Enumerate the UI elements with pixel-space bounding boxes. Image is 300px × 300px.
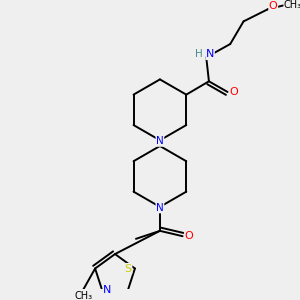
Text: CH₃: CH₃ xyxy=(74,292,92,300)
Text: O: O xyxy=(185,231,194,241)
Text: N: N xyxy=(206,50,214,59)
Text: H: H xyxy=(195,50,203,59)
Text: O: O xyxy=(269,1,278,10)
Text: CH₃: CH₃ xyxy=(284,0,300,11)
Text: N: N xyxy=(103,285,112,295)
Text: N: N xyxy=(156,203,164,213)
Text: S: S xyxy=(125,263,132,274)
Text: N: N xyxy=(156,136,164,146)
Text: O: O xyxy=(230,87,239,97)
